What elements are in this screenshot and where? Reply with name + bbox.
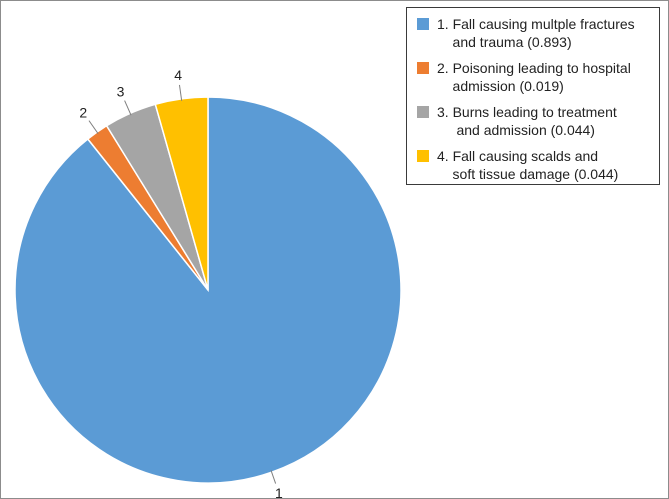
legend-item-1: 1. Fall causing multple fractures and tr… xyxy=(417,15,659,59)
legend-label-3: 3. Burns leading to treatment and admiss… xyxy=(437,104,617,138)
slice-label-3: 3 xyxy=(117,83,125,99)
leader-line-1 xyxy=(270,470,277,484)
leader-line-4 xyxy=(178,84,183,101)
leader-line-2 xyxy=(88,120,99,135)
slice-label-4: 4 xyxy=(174,67,182,83)
legend: 1. Fall causing multple fractures and tr… xyxy=(406,7,660,185)
slice-label-1: 1 xyxy=(275,485,283,498)
legend-item-4: 4. Fall causing scalds and soft tissue d… xyxy=(417,147,659,191)
legend-label-1: 1. Fall causing multple fractures and tr… xyxy=(437,16,635,50)
legend-label-2: 2. Poisoning leading to hospital admissi… xyxy=(437,60,631,94)
legend-item-2: 2. Poisoning leading to hospital admissi… xyxy=(417,59,659,103)
slice-label-2: 2 xyxy=(79,104,87,120)
legend-swatch-2 xyxy=(417,62,429,74)
leader-line-3 xyxy=(124,100,132,116)
legend-item-3: 3. Burns leading to treatment and admiss… xyxy=(417,103,659,147)
legend-swatch-1 xyxy=(417,18,429,30)
legend-label-4: 4. Fall causing scalds and soft tissue d… xyxy=(437,148,619,182)
legend-swatch-4 xyxy=(417,150,429,162)
legend-swatch-3 xyxy=(417,106,429,118)
